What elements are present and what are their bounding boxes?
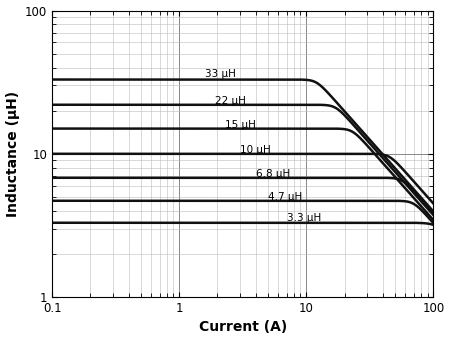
Text: 6.8 μH: 6.8 μH bbox=[256, 169, 290, 179]
Y-axis label: Inductance (μH): Inductance (μH) bbox=[5, 91, 19, 217]
X-axis label: Current (A): Current (A) bbox=[198, 320, 287, 335]
Text: 33 μH: 33 μH bbox=[205, 69, 236, 79]
Text: 22 μH: 22 μH bbox=[215, 96, 246, 106]
Text: 3.3 μH: 3.3 μH bbox=[287, 213, 321, 223]
Text: 4.7 μH: 4.7 μH bbox=[268, 192, 302, 202]
Text: 15 μH: 15 μH bbox=[225, 120, 256, 130]
Text: 10 μH: 10 μH bbox=[240, 144, 270, 155]
